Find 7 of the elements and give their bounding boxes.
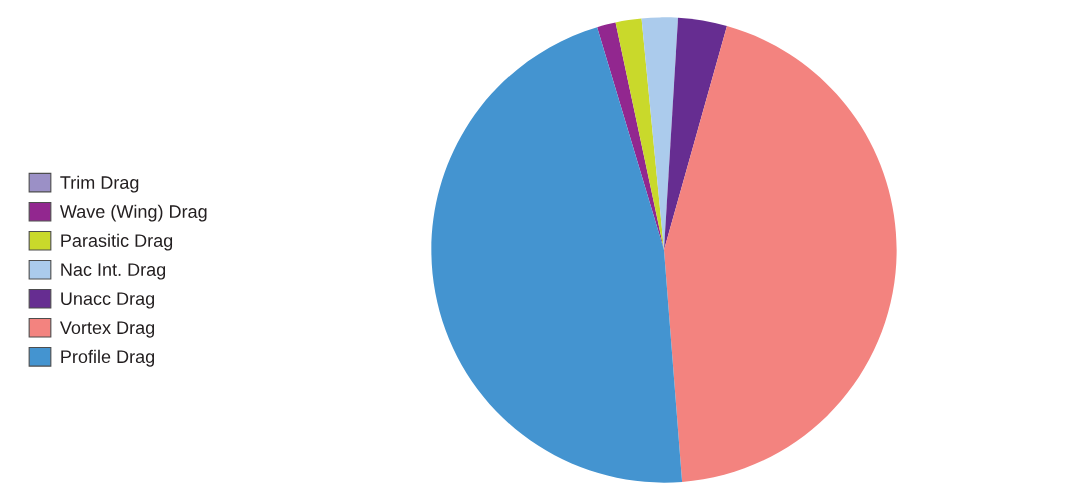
- legend-label: Nac Int. Drag: [61, 263, 166, 280]
- legend-label: Parasitic Drag: [61, 233, 173, 251]
- legend-label: Profile Drag: [61, 349, 155, 367]
- legend-label: Wave (Wing) Drag: [59, 204, 207, 222]
- legend-label: Trim Drag: [60, 175, 139, 193]
- legend-label: Unacc Drag: [61, 292, 155, 309]
- legend-label: Vortex Drag: [59, 321, 155, 338]
